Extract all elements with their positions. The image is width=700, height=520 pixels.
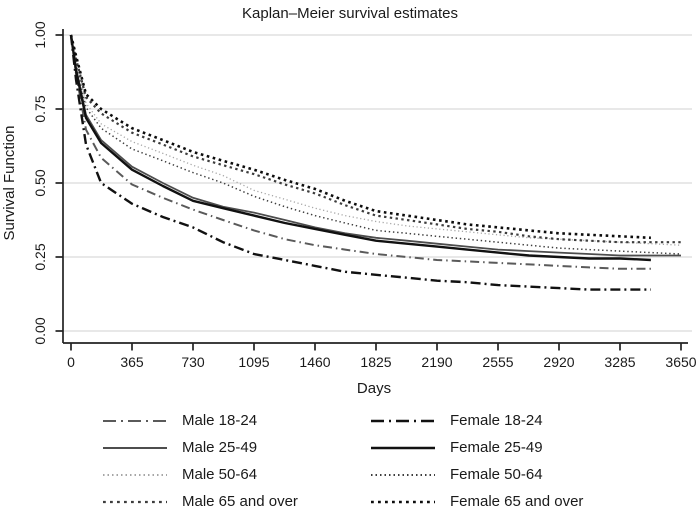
- legend-label: Male 50-64: [182, 466, 258, 483]
- y-tick-label: 0.00: [32, 317, 48, 344]
- axis-ticks: 0.00 0.25 0.50 0.75 1.00 0 365 730 1095 1460 1825 2…: [32, 21, 697, 370]
- curve-male-65-and-over: [69, 34, 681, 244]
- x-tick-label: 2555: [482, 354, 513, 370]
- curve-male-18-24: [70, 34, 651, 270]
- legend-label: Male 65 and over: [182, 493, 298, 510]
- y-tick-label: 0.50: [32, 169, 48, 196]
- x-tick-label: 365: [120, 354, 144, 370]
- curve-female-50-64: [70, 34, 682, 255]
- y-tick-label: 0.25: [32, 243, 48, 270]
- legend-label: Male 18-24: [182, 412, 258, 429]
- x-tick-label: 730: [181, 354, 205, 370]
- legend-item: Female 50-64: [370, 466, 598, 483]
- legend-item: Female 65 and over: [370, 493, 598, 510]
- x-axis-title: Days: [357, 380, 391, 397]
- legend-item: Male 50-64: [102, 466, 330, 483]
- x-tick-label: 1460: [299, 354, 330, 370]
- axes: [62, 29, 688, 344]
- legend-line-swatch: [371, 473, 435, 476]
- legend-line-swatch: [103, 419, 167, 422]
- legend-label: Female 25-49: [450, 439, 543, 456]
- legend-item: Female 25-49: [370, 439, 598, 456]
- survival-curves: [69, 34, 682, 291]
- legend-line-swatch: [103, 473, 167, 476]
- x-tick-label: 3285: [604, 354, 635, 370]
- gridlines: [63, 34, 692, 332]
- x-tick-label: 1095: [238, 354, 269, 370]
- legend-line-swatch: [103, 446, 167, 449]
- x-tick-label: 1825: [360, 354, 391, 370]
- x-tick-label: 0: [67, 354, 75, 370]
- legend: Male 18-24 Male 25-49 Male 50-64 Male 65…: [0, 412, 700, 510]
- curve-female-65-and-over: [69, 34, 651, 240]
- legend-label: Female 18-24: [450, 412, 543, 429]
- x-tick-label: 2190: [421, 354, 452, 370]
- curve-male-25-49: [70, 34, 681, 257]
- curve-female-25-49: [69, 34, 651, 262]
- legend-label: Male 25-49: [182, 439, 258, 456]
- y-tick-label: 0.75: [32, 95, 48, 122]
- legend-line-swatch: [103, 500, 167, 503]
- legend-label: Female 50-64: [450, 466, 543, 483]
- x-tick-label: 3650: [665, 354, 696, 370]
- legend-item: Male 18-24: [102, 412, 330, 429]
- legend-line-swatch: [371, 446, 435, 449]
- x-tick-label: 2920: [543, 354, 574, 370]
- legend-item: Female 18-24: [370, 412, 598, 429]
- legend-item: Male 25-49: [102, 439, 330, 456]
- legend-label: Female 65 and over: [450, 493, 584, 510]
- chart-title: Kaplan–Meier survival estimates: [242, 5, 458, 22]
- survival-chart: 0.00 0.25 0.50 0.75 1.00 0 365 730 1095 1460 1825 2…: [1, 5, 697, 397]
- legend-line-swatch: [371, 500, 435, 503]
- legend-item: Male 65 and over: [102, 493, 330, 510]
- legend-column-male: Male 18-24 Male 25-49 Male 50-64 Male 65…: [102, 412, 330, 510]
- y-tick-label: 1.00: [32, 21, 48, 48]
- legend-line-swatch: [371, 419, 435, 422]
- y-axis-title: Survival Function: [1, 125, 18, 240]
- legend-column-female: Female 18-24 Female 25-49 Female 50-64 F…: [370, 412, 598, 510]
